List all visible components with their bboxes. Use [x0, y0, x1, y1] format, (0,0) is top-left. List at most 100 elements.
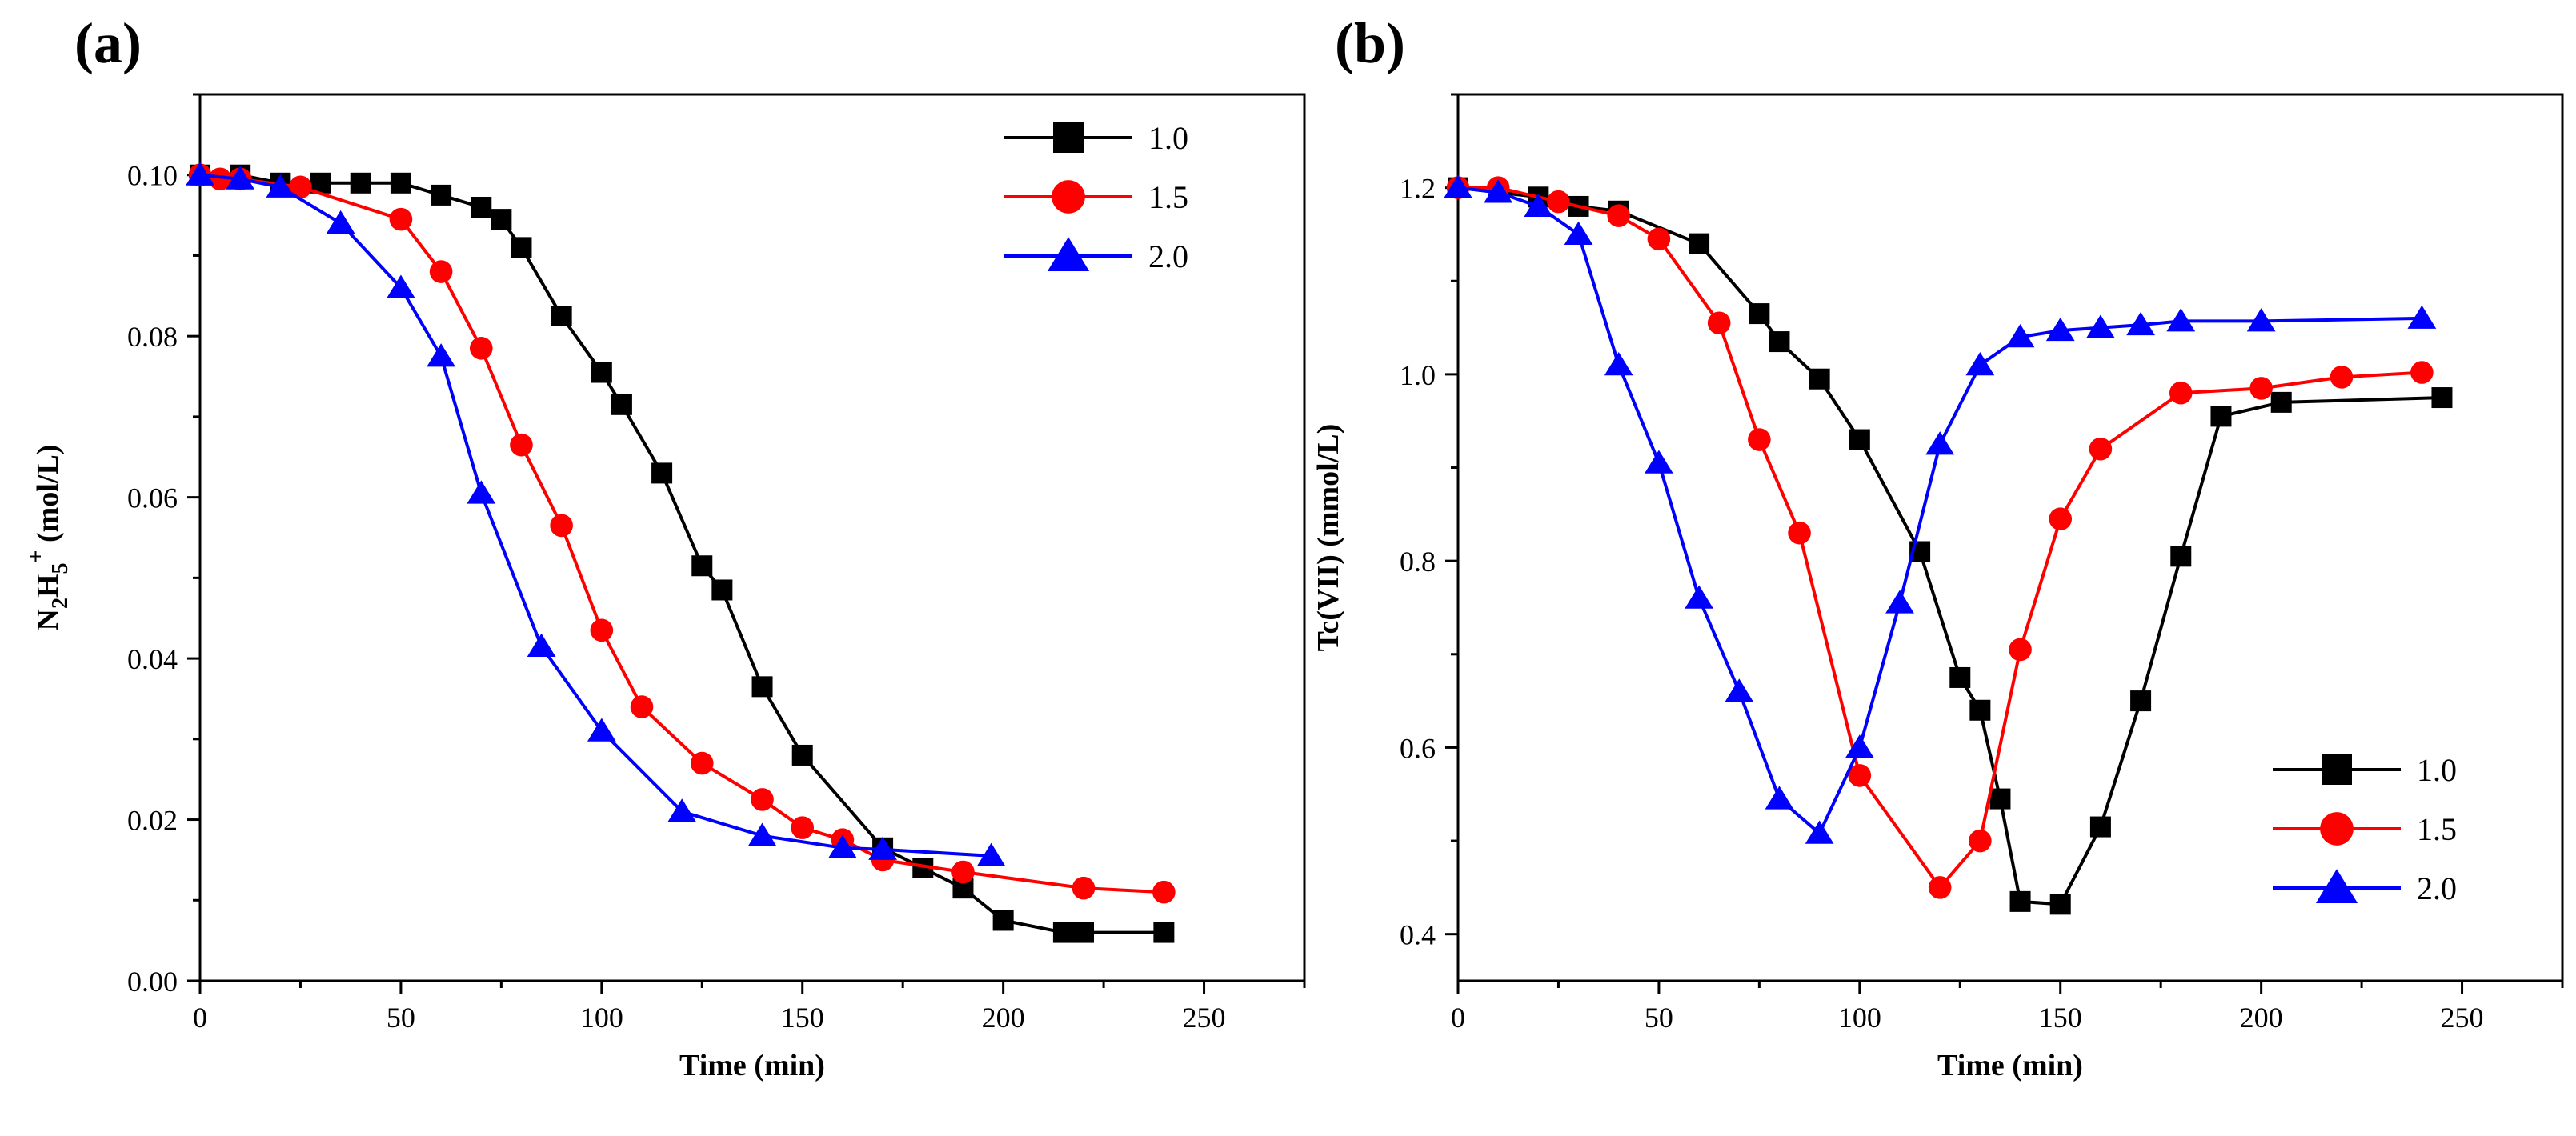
y-tick-label: 0.4	[1400, 919, 1436, 951]
data-point-1.0	[651, 462, 673, 484]
data-point-2.0	[1925, 431, 1955, 455]
data-point-2.0	[1685, 585, 1713, 609]
data-point-2.0	[266, 174, 295, 198]
x-tick-label: 0	[1451, 1002, 1465, 1034]
data-point-1.5	[630, 695, 654, 718]
y-tick-label: 0.6	[1400, 732, 1436, 764]
data-point-1.0	[1969, 699, 1991, 721]
data-point-1.5	[1707, 311, 1731, 335]
series-line-2.0	[1457, 186, 2422, 836]
x-tick-label: 250	[1183, 1002, 1226, 1034]
data-point-1.5	[2249, 377, 2273, 400]
y-axis-title-part: +	[24, 550, 49, 562]
legend-marker-1.5	[1052, 180, 1085, 214]
y-tick-label: 0.04	[127, 643, 178, 675]
data-point-1.0	[2049, 894, 2071, 915]
data-point-1.0	[491, 209, 512, 230]
data-point-1.5	[2330, 366, 2354, 389]
data-point-1.5	[1848, 764, 1872, 787]
data-point-1.5	[1607, 204, 1631, 227]
panel-label: (a)	[74, 11, 142, 75]
chart-panel-a: (a) 0 50 100 150 200 250 0.00 0.02 0.04 0.06 0.08 0.…	[24, 11, 1306, 1082]
data-point-1.0	[2130, 690, 2152, 712]
x-tick-label: 150	[781, 1002, 824, 1034]
data-point-1.5	[429, 260, 453, 283]
data-point-1.5	[590, 618, 614, 642]
legend-marker-2.0	[2315, 869, 2358, 903]
x-tick-label: 100	[580, 1002, 623, 1034]
data-point-1.0	[1749, 303, 1770, 325]
data-point-1.5	[2410, 361, 2434, 384]
data-point-1.5	[1788, 521, 1811, 545]
x-tick-label: 150	[2039, 1002, 2082, 1034]
legend-marker-1.0	[2322, 754, 2352, 785]
data-point-1.0	[1689, 233, 1710, 254]
data-point-2.0	[2246, 308, 2276, 332]
data-point-2.0	[747, 822, 777, 846]
data-point-2.0	[427, 343, 455, 367]
data-point-1.5	[2009, 638, 2032, 662]
data-point-1.5	[2049, 507, 2073, 530]
data-point-1.0	[691, 555, 713, 577]
data-point-1.0	[2270, 391, 2292, 413]
data-point-1.5	[791, 816, 815, 839]
data-point-1.0	[1849, 429, 1870, 450]
data-point-1.5	[1072, 876, 1096, 900]
y-axis-title-part: 2	[48, 598, 73, 609]
series-line-1.5	[199, 173, 1164, 894]
y-tick-label: 1.2	[1400, 173, 1436, 205]
data-point-2.0	[2045, 317, 2075, 342]
data-point-2.0	[1524, 193, 1553, 217]
legend-label-1.5: 1.5	[1148, 179, 1188, 215]
data-point-2.0	[387, 274, 415, 298]
data-point-1.5	[690, 751, 714, 775]
data-point-1.0	[1052, 922, 1074, 943]
data-point-1.0	[471, 197, 492, 218]
data-point-1.0	[2089, 816, 2111, 838]
data-point-2.0	[1765, 786, 1794, 810]
data-point-1.5	[1152, 880, 1176, 904]
data-point-1.5	[2169, 381, 2193, 405]
x-tick-label: 50	[1645, 1002, 1673, 1034]
y-axis-title: N2H5+ (mol/L)	[24, 445, 73, 631]
y-tick-label: 0.10	[127, 160, 178, 192]
data-point-1.0	[390, 172, 411, 194]
data-point-1.5	[1969, 829, 1992, 853]
data-point-1.5	[751, 788, 774, 811]
legend-label-2.0: 2.0	[2417, 870, 2457, 906]
data-point-2.0	[1965, 351, 1995, 376]
data-point-2.0	[587, 718, 616, 742]
y-axis-title: Tc(VII) (mmol/L)	[1312, 424, 1345, 652]
data-point-1.0	[2170, 546, 2192, 567]
y-tick-label: 1.0	[1400, 359, 1436, 391]
data-point-1.0	[591, 362, 612, 383]
data-point-2.0	[1484, 179, 1513, 203]
data-point-1.0	[2009, 890, 2031, 912]
y-tick-label: 0.08	[127, 321, 178, 353]
y-tick-label: 0.02	[127, 805, 178, 837]
data-point-1.5	[1928, 876, 1952, 899]
data-point-2.0	[1444, 174, 1472, 198]
chart-panel-b: (b) 0 50 100 150 200 250 0.4 0.6 0.8 1.0 1.2 Time (m…	[1312, 11, 2564, 1082]
data-point-2.0	[186, 162, 214, 186]
data-point-1.0	[1769, 331, 1790, 353]
data-point-2.0	[667, 798, 697, 822]
legend-label-1.0: 1.0	[2417, 752, 2457, 788]
y-tick-label: 0.8	[1400, 546, 1436, 578]
y-axis-title-part: (mol/L)	[31, 445, 65, 550]
data-point-1.5	[1547, 190, 1570, 214]
data-point-2.0	[2407, 305, 2437, 329]
series-line-1.0	[1457, 186, 2442, 906]
legend-marker-1.0	[1053, 122, 1084, 153]
data-point-1.0	[1073, 922, 1094, 943]
x-tick-label: 200	[2240, 1002, 2283, 1034]
data-point-2.0	[2005, 323, 2035, 348]
data-point-1.5	[289, 175, 312, 199]
data-point-2.0	[467, 480, 496, 504]
data-point-1.0	[350, 172, 371, 194]
data-point-1.0	[611, 394, 632, 415]
data-point-2.0	[976, 842, 1006, 866]
legend-label-1.0: 1.0	[1148, 120, 1188, 156]
data-point-1.0	[1989, 788, 2011, 810]
data-point-1.5	[1748, 428, 1771, 451]
